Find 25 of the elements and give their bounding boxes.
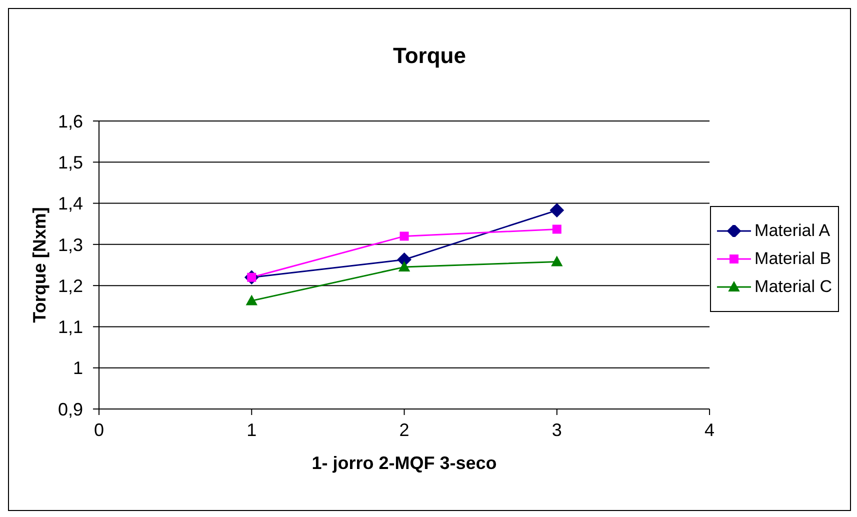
x-tick-label: 0 — [94, 420, 104, 440]
point — [246, 295, 258, 306]
x-tick-label: 3 — [552, 420, 562, 440]
y-tick-label: 1,6 — [58, 111, 83, 132]
y-tick-label: 1,2 — [58, 276, 83, 296]
x-tick-label: 1 — [246, 420, 257, 440]
chart-title: Torque — [392, 43, 467, 69]
x-tick-label: 2 — [399, 420, 410, 440]
point — [400, 232, 409, 241]
x-tick-label: 4 — [704, 420, 715, 440]
legend-label: Material B — [754, 249, 832, 269]
y-tick-label: 1,3 — [58, 234, 83, 255]
point — [398, 262, 410, 272]
legend-label: Material A — [754, 221, 830, 241]
y-tick-label: 1,4 — [58, 194, 83, 214]
legend-label: Material C — [754, 277, 832, 297]
point — [550, 203, 564, 218]
point — [552, 224, 562, 234]
x-axis-title: 1- jorro 2-MQF 3-seco — [312, 453, 497, 473]
y-tick-label: 1,1 — [58, 317, 83, 338]
y-tick-label: 1 — [72, 358, 83, 378]
y-axis-title: Torque [Nxm] — [29, 207, 50, 323]
point — [551, 256, 562, 266]
y-tick-label: 1,5 — [58, 152, 83, 173]
y-tick-label: 0,9 — [58, 399, 83, 420]
